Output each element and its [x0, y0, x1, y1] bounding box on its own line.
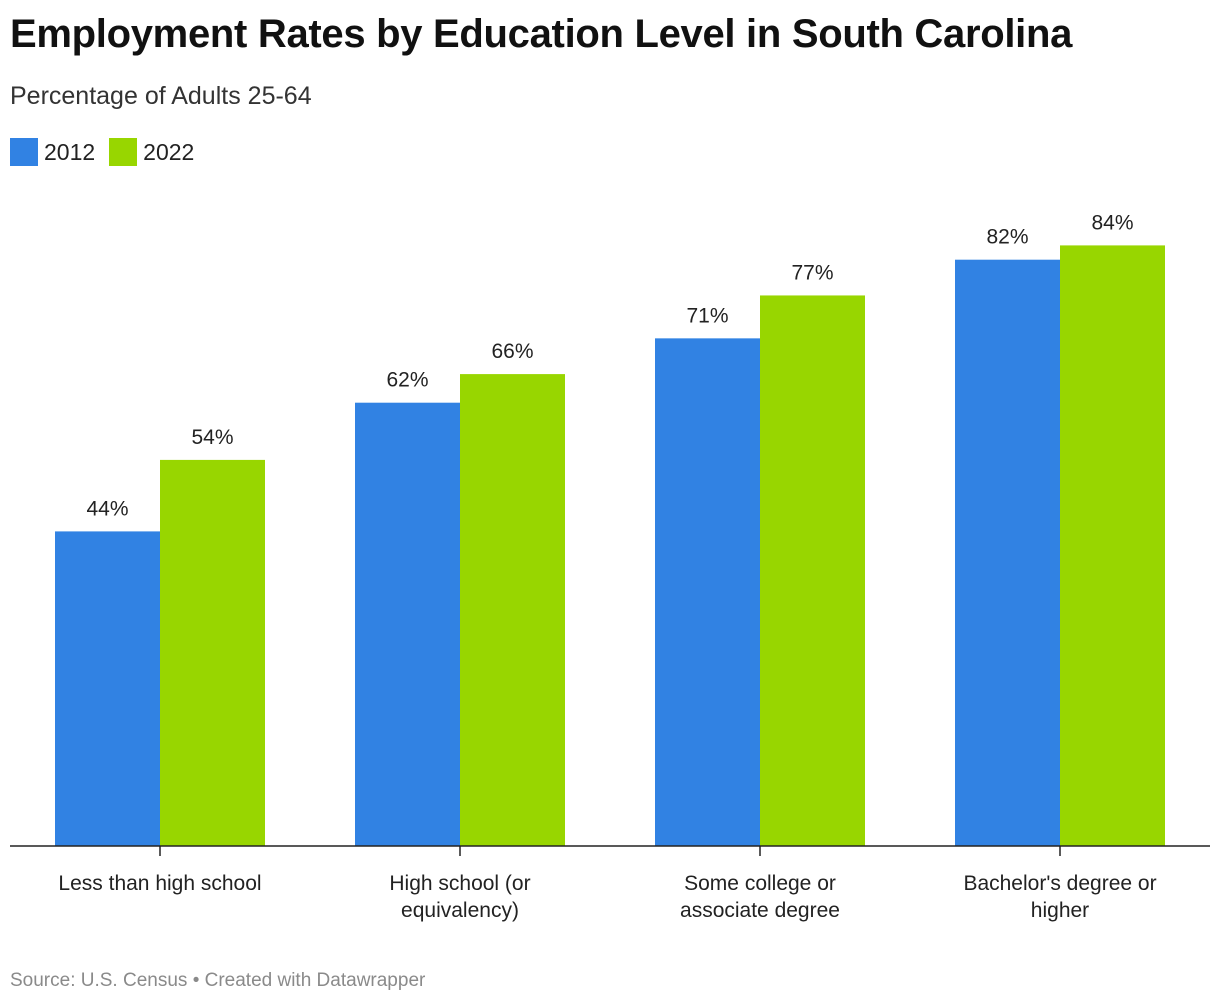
bar-2012-3 [655, 338, 760, 846]
category-label-line: Less than high school [58, 872, 261, 895]
value-label-2022-1: 54% [191, 426, 233, 449]
legend-swatch-2012 [10, 138, 38, 166]
bar-2012-4 [955, 259, 1060, 846]
value-label-2012-2: 62% [386, 369, 428, 392]
legend-label-2012: 2012 [44, 138, 96, 165]
category-label-line: equivalency) [401, 899, 519, 922]
value-label-2012-4: 82% [986, 226, 1028, 249]
value-label-2012-3: 71% [686, 304, 728, 327]
bar-2012-1 [55, 531, 160, 846]
value-label-2022-2: 66% [491, 340, 533, 363]
legend: 2012 2022 [10, 138, 208, 166]
bar-2012-2 [355, 402, 460, 846]
category-label-line: Some college or [684, 872, 836, 895]
category-label-1: Less than high school [58, 872, 261, 895]
category-label-line: higher [1031, 899, 1089, 922]
value-label-2012-1: 44% [86, 497, 128, 520]
category-label-line: associate degree [680, 899, 840, 922]
legend-item-2012: 2012 [10, 138, 95, 166]
value-label-2022-4: 84% [1091, 211, 1133, 234]
category-label-2: High school (or equivalency) [389, 872, 530, 922]
value-label-2022-3: 77% [791, 261, 833, 284]
category-label-line: Bachelor's degree or [963, 872, 1156, 895]
chart-footer: Source: U.S. Census • Created with Dataw… [10, 970, 426, 991]
bar-2022-2 [460, 374, 565, 846]
bar-2022-4 [1060, 245, 1165, 846]
legend-item-2022: 2022 [109, 138, 194, 166]
chart-title: Employment Rates by Education Level in S… [10, 12, 1073, 56]
bar-chart: 44% 54% Less than high school 62% 66% High sc… [10, 211, 1210, 922]
chart-subtitle: Percentage of Adults 25-64 [10, 82, 312, 110]
bar-2022-3 [760, 295, 865, 846]
category-label-3: Some college or associate degree [680, 872, 840, 922]
legend-label-2022: 2022 [143, 138, 195, 165]
category-label-4: Bachelor's degree or higher [963, 872, 1156, 922]
bar-2022-1 [160, 459, 265, 846]
legend-swatch-2022 [109, 138, 138, 166]
category-label-line: High school (or [389, 872, 530, 895]
